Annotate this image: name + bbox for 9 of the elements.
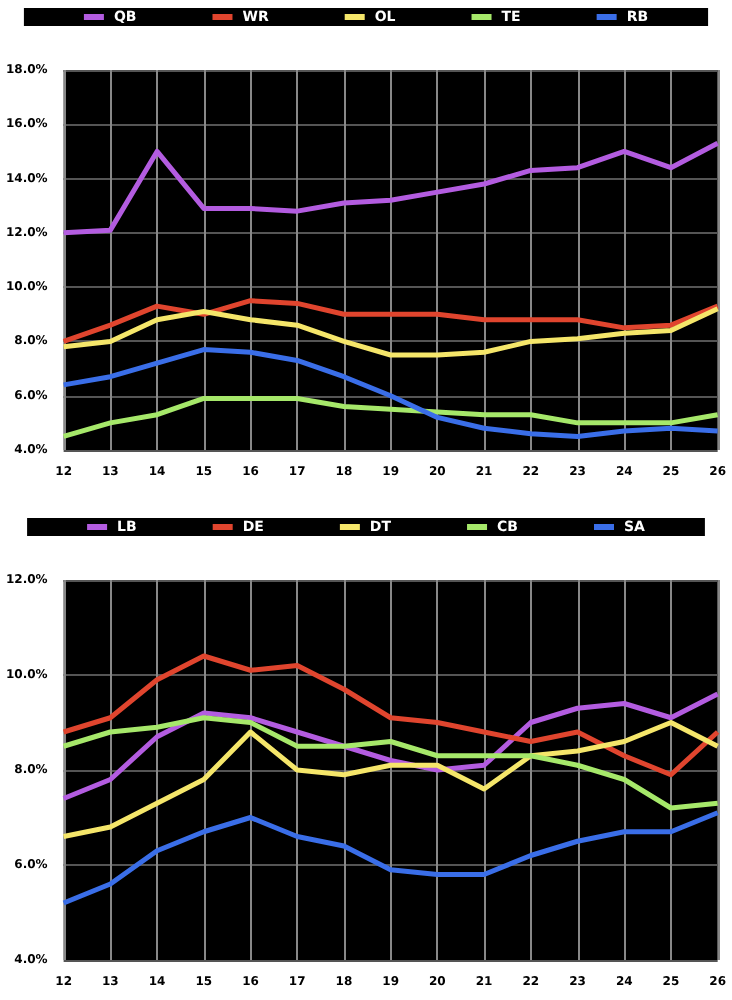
line-series (61, 653, 721, 778)
line-series (61, 395, 721, 439)
line-series (61, 810, 721, 906)
line-series (61, 347, 721, 439)
line-series (61, 140, 721, 236)
line-series (61, 298, 721, 344)
line-series (61, 715, 721, 811)
line-series (61, 720, 721, 839)
line-series (61, 306, 721, 358)
